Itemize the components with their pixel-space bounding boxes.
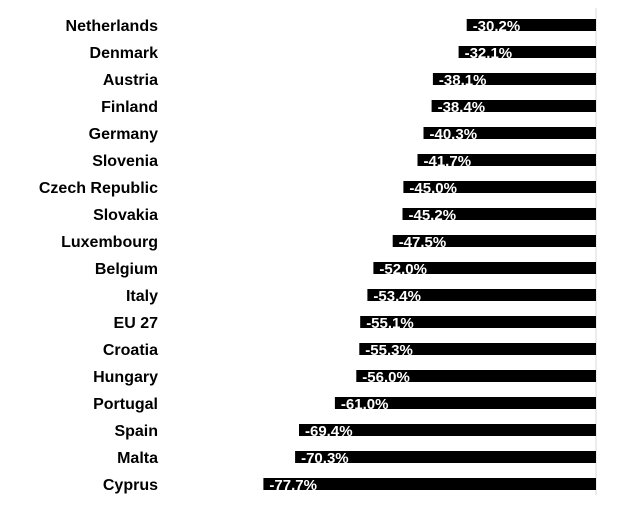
category-label-belgium: Belgium (95, 261, 158, 278)
bar-slovenia (417, 154, 596, 166)
bar-belgium (373, 262, 596, 274)
bar-croatia (359, 343, 596, 355)
data-label-slovenia: -41.7% (424, 153, 472, 170)
data-label-luxembourg: -47.5% (399, 234, 447, 251)
category-label-slovenia: Slovenia (92, 153, 158, 170)
bar-finland (431, 100, 596, 112)
bars-group (263, 19, 596, 490)
data-label-croatia: -55.3% (365, 342, 413, 359)
bar-austria (432, 73, 596, 85)
category-label-germany: Germany (89, 126, 158, 143)
data-label-hungary: -56.0% (362, 369, 410, 386)
category-label-slovakia: Slovakia (93, 207, 158, 224)
category-label-netherlands: Netherlands (66, 18, 159, 35)
data-label-belgium: -52.0% (379, 261, 427, 278)
bar-portugal (334, 397, 596, 409)
category-label-eu-27: EU 27 (114, 315, 159, 332)
bar-denmark (458, 46, 596, 58)
category-label-croatia: Croatia (103, 342, 158, 359)
category-label-malta: Malta (117, 450, 158, 467)
data-label-denmark: -32.1% (465, 45, 513, 62)
bar-germany (423, 127, 596, 139)
category-label-denmark: Denmark (90, 45, 159, 62)
category-label-luxembourg: Luxembourg (61, 234, 158, 251)
category-label-italy: Italy (126, 288, 158, 305)
bar-hungary (356, 370, 596, 382)
bar-spain (299, 424, 596, 436)
data-label-eu-27: -55.1% (366, 315, 414, 332)
bar-italy (367, 289, 596, 301)
data-label-malta: -70.3% (301, 450, 349, 467)
bar-eu-27 (360, 316, 596, 328)
data-labels-group: -30.2% -32.1% -38.1% -38.4% -40.3% -41.7% -45.… (269, 18, 520, 494)
category-label-czech-republic: Czech Republic (39, 180, 158, 197)
bar-malta (295, 451, 596, 463)
data-label-netherlands: -30.2% (473, 18, 521, 35)
category-label-finland: Finland (101, 99, 158, 116)
category-label-spain: Spain (114, 423, 158, 440)
category-labels-group: Netherlands Denmark Austria Finland Germany S… (39, 18, 158, 494)
bar-luxembourg (392, 235, 596, 247)
bar-slovakia (402, 208, 596, 220)
category-label-portugal: Portugal (93, 396, 158, 413)
bar-netherlands (466, 19, 596, 31)
data-label-austria: -38.1% (439, 72, 487, 89)
data-label-germany: -40.3% (430, 126, 478, 143)
category-label-hungary: Hungary (93, 369, 158, 386)
category-label-austria: Austria (103, 72, 158, 89)
bar-cyprus (263, 478, 596, 490)
data-label-portugal: -61.0% (341, 396, 389, 413)
bar-czech-republic (403, 181, 596, 193)
data-label-spain: -69.4% (305, 423, 353, 440)
data-label-czech-republic: -45.0% (409, 180, 457, 197)
data-label-cyprus: -77.7% (269, 477, 317, 494)
data-label-finland: -38.4% (438, 99, 486, 116)
category-label-cyprus: Cyprus (103, 477, 158, 494)
data-label-slovakia: -45.2% (409, 207, 457, 224)
data-label-italy: -53.4% (373, 288, 421, 305)
